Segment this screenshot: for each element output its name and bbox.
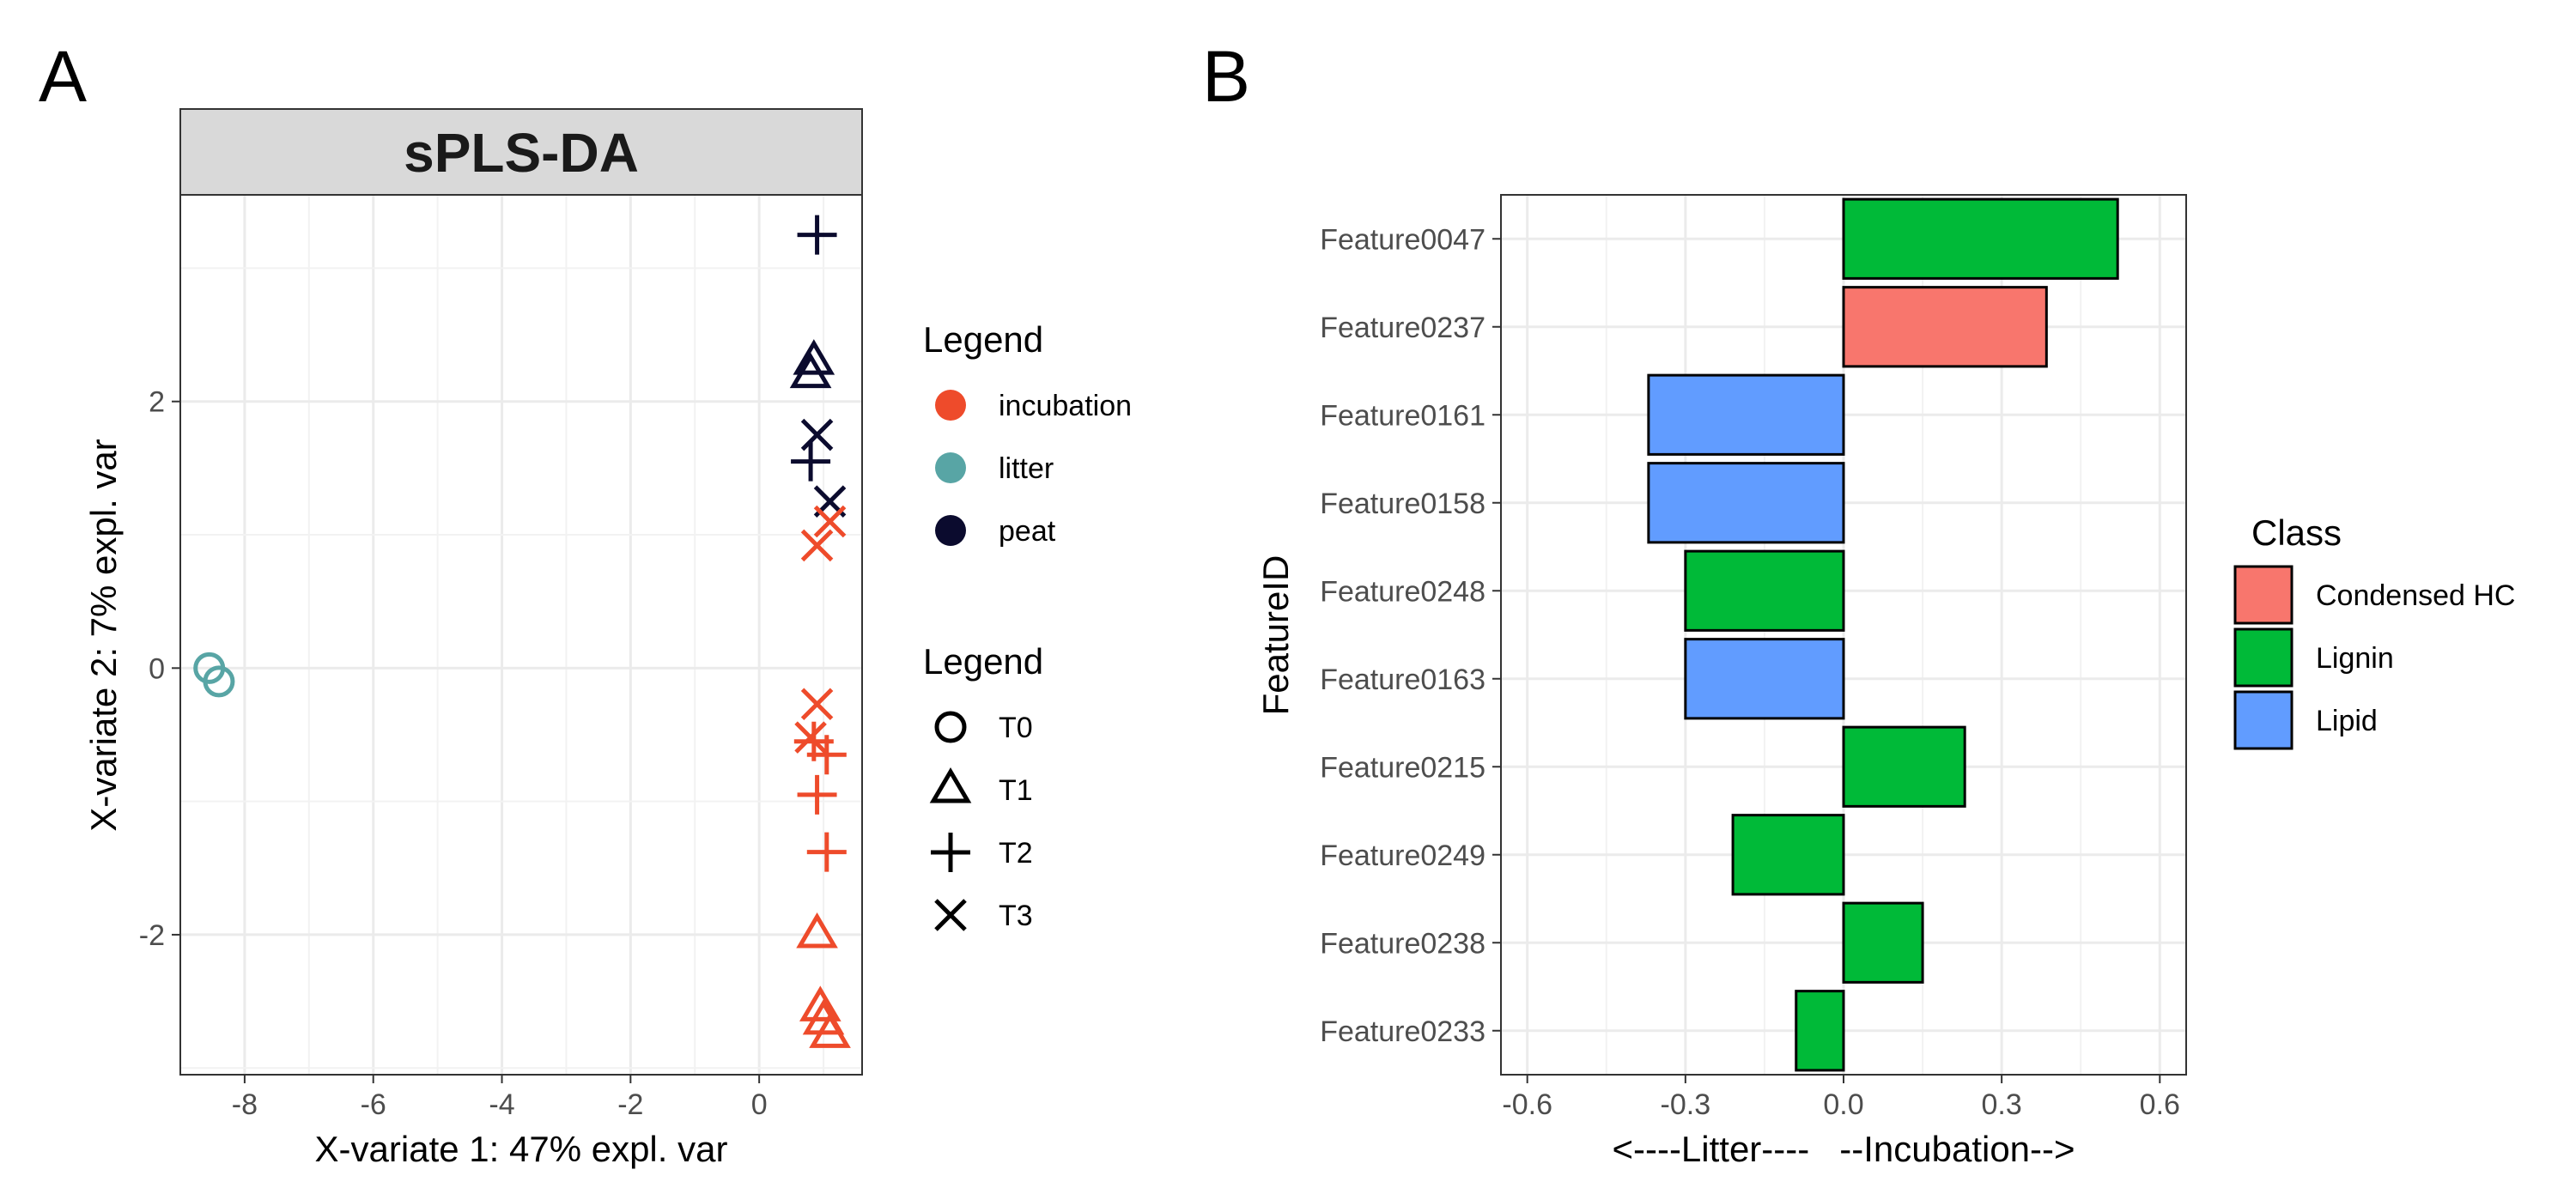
y-tick-label: Feature0233 xyxy=(1320,1015,1485,1048)
y-tick-label: Feature0163 xyxy=(1320,664,1485,696)
x-tick-label: 0 xyxy=(751,1088,768,1121)
class-legend-label: Lignin xyxy=(2316,642,2394,675)
bar-y-axis-title: FeatureID xyxy=(1255,555,1296,716)
class-legend-key xyxy=(2233,627,2293,688)
legend-shape-entries: T0 T1 T2 T3 xyxy=(929,711,1033,932)
class-legend-key xyxy=(2233,690,2293,750)
y-tick-label: Feature0238 xyxy=(1320,927,1485,960)
bar-feature0248 xyxy=(1684,549,1845,632)
scatter-point xyxy=(797,215,837,255)
y-tick-label: Feature0215 xyxy=(1320,751,1485,784)
bar-feature0238 xyxy=(1842,901,1924,984)
panel-b-letter: B xyxy=(1202,36,1250,117)
bar-x-ticks: -0.6 -0.3 0.0 0.3 0.6 xyxy=(1502,1075,2180,1121)
panel-b-barchart: -0.6 -0.3 0.0 0.3 0.6 Feature0047 Feature0237… xyxy=(1255,194,2515,1169)
scatter-point xyxy=(203,665,235,698)
x-tick-label: 0.0 xyxy=(1823,1088,1863,1121)
bar-feature0249 xyxy=(1731,814,1845,896)
x-tick-label: -0.6 xyxy=(1502,1088,1552,1121)
legend-color-entries: incubation litter peat xyxy=(935,390,1132,548)
bar-x-axis-title: <----Litter---- --Incubation--> xyxy=(1612,1129,2075,1169)
y-tick-label: 2 xyxy=(149,386,165,419)
class-legend-entries: Condensed HC Lignin Lipid xyxy=(2233,565,2515,750)
scatter-point xyxy=(806,735,847,775)
panel-a-letter: A xyxy=(39,36,87,117)
bar-feature0237 xyxy=(1842,286,2048,368)
y-tick-label: Feature0047 xyxy=(1320,223,1485,256)
scatter-point xyxy=(813,505,847,538)
legend-color-label: litter xyxy=(999,452,1054,485)
y-tick-label: Feature0237 xyxy=(1320,312,1485,344)
legend-color-title: Legend xyxy=(923,319,1043,360)
scatter-point xyxy=(800,418,834,452)
scatter-point xyxy=(797,774,837,815)
scatter-point xyxy=(809,1012,851,1048)
legend-shape-key xyxy=(934,711,967,743)
scatter-point xyxy=(799,985,841,1021)
bar-feature0215 xyxy=(1842,725,1966,808)
legend-shape-label: T3 xyxy=(999,900,1033,932)
legend-color-key xyxy=(935,390,966,421)
x-tick-label: -0.3 xyxy=(1661,1088,1711,1121)
x-tick-label: -6 xyxy=(361,1088,386,1121)
class-legend-label: Lipid xyxy=(2316,705,2378,737)
legend-shape-label: T0 xyxy=(999,712,1033,744)
legend-shape-key xyxy=(931,833,970,872)
legend-shape-key xyxy=(934,899,967,931)
bar-feature0047 xyxy=(1842,197,2119,280)
scatter-point xyxy=(791,441,831,482)
x-tick-label: 0.3 xyxy=(1982,1088,2022,1121)
scatter-point xyxy=(796,912,838,949)
legend-color-label: incubation xyxy=(999,390,1132,422)
strip-background xyxy=(179,108,863,196)
class-legend-title: Class xyxy=(2251,512,2342,553)
scatter-point xyxy=(800,688,834,721)
scatter-y-ticks: -2 0 2 xyxy=(139,386,180,952)
y-tick-label: 0 xyxy=(149,652,165,685)
legend-shape-title: Legend xyxy=(923,641,1043,682)
scatter-point xyxy=(806,832,847,872)
bar-y-ticks: Feature0047 Feature0237 Feature0161 Feature… xyxy=(1320,223,1501,1048)
scatter-point xyxy=(789,352,832,389)
scatter-point xyxy=(800,529,834,562)
y-tick-label: Feature0161 xyxy=(1320,399,1485,432)
x-tick-label: -8 xyxy=(232,1088,258,1121)
legend-color-key xyxy=(935,515,966,546)
class-legend-label: Condensed HC xyxy=(2316,579,2515,612)
bar-feature0163 xyxy=(1684,638,1845,720)
class-legend-key xyxy=(2233,565,2293,625)
scatter-point xyxy=(793,339,835,375)
scatter-gridlines xyxy=(180,195,862,1075)
scatter-points xyxy=(193,215,851,1048)
scatter-y-axis-title: X-variate 2: 7% expl. var xyxy=(83,439,124,832)
x-tick-label: -4 xyxy=(489,1088,514,1121)
bar-feature0233 xyxy=(1795,990,1845,1072)
bar-feature0161 xyxy=(1647,373,1845,456)
scatter-x-ticks: -8 -6 -4 -2 0 xyxy=(232,1075,768,1121)
legend-color-label: peat xyxy=(999,515,1056,548)
y-tick-label: -2 xyxy=(139,919,165,952)
scatter-plot-background xyxy=(180,195,862,1075)
y-tick-label: Feature0248 xyxy=(1320,575,1485,608)
scatter-plot-border xyxy=(179,194,863,1076)
legend-color-key xyxy=(935,452,966,483)
scatter-title: sPLS-DA xyxy=(404,122,639,184)
legend-shape-label: T1 xyxy=(999,774,1033,807)
scatter-x-axis-title: X-variate 1: 47% expl. var xyxy=(315,1129,728,1169)
bar-feature0158 xyxy=(1647,462,1845,544)
bar-series xyxy=(1647,197,2119,1072)
panel-a-splsda: sPLS-DA -8 -6 -4 -2 0 -2 0 2 X-variate 1: 47% … xyxy=(83,108,1132,1169)
x-tick-label: -2 xyxy=(617,1088,643,1121)
scatter-point xyxy=(794,721,827,754)
y-tick-label: Feature0158 xyxy=(1320,488,1485,520)
legend-shape-key xyxy=(929,767,972,803)
x-tick-label: 0.6 xyxy=(2140,1088,2180,1121)
y-tick-label: Feature0249 xyxy=(1320,839,1485,872)
legend-shape-label: T2 xyxy=(999,837,1033,870)
